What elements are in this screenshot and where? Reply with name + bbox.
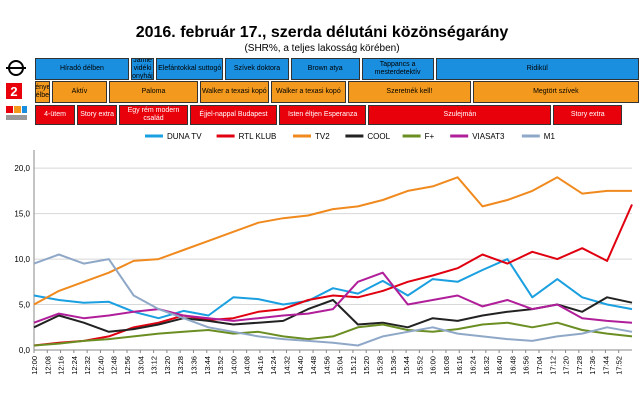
x-tick-label: 17:04	[535, 356, 544, 375]
program-block-m1: Brown atya	[290, 58, 360, 80]
program-block-m1: Jamie vidéki konyhája	[130, 58, 155, 80]
x-tick-label: 12:24	[70, 356, 79, 375]
program-block-rtl: Isten éltjen Esperanza	[279, 105, 367, 125]
legend-label: COOL	[367, 132, 390, 141]
program-block-rtl: Story extra	[77, 105, 118, 125]
x-tick-label: 15:12	[349, 356, 358, 375]
x-tick-label: 13:28	[176, 356, 185, 375]
x-tick-label: 17:36	[588, 356, 597, 375]
x-tick-label: 15:36	[389, 356, 398, 375]
x-axis: 12:00 12:08 12:16 12:24 12:32 12:40 12:48 12:56…	[30, 349, 632, 375]
y-tick-label: 15,0	[14, 210, 30, 219]
x-tick-label: 15:52	[415, 356, 424, 375]
program-block-rtl: 4-ütem	[35, 105, 76, 125]
line-chart: DUNA TV RTL KLUB TV2 COOL F+ VIASAT3 M1 0,0 5,0…	[14, 132, 633, 375]
x-tick-label: 17:52	[615, 356, 624, 375]
series-line-viasat3	[33, 271, 633, 324]
x-tick-label: 17:20	[562, 356, 571, 375]
x-tick-label: 16:40	[495, 356, 504, 375]
program-block-tv2: Walker a texasi kopó	[199, 81, 269, 103]
y-tick-label: 5,0	[19, 301, 31, 310]
legend-label: DUNA TV	[167, 132, 202, 141]
x-tick-label: 15:04	[336, 356, 345, 375]
program-block-m1: Tappancs a mesterdetektív	[361, 58, 434, 80]
series-line-m1	[33, 253, 633, 347]
chart-series	[33, 176, 633, 347]
series-line-tv2	[33, 176, 632, 306]
x-tick-label: 12:56	[123, 356, 132, 375]
x-tick-label: 13:20	[163, 356, 172, 375]
legend-label: M1	[544, 132, 556, 141]
x-tick-label: 16:24	[469, 356, 478, 375]
legend-label: F+	[425, 132, 435, 141]
x-tick-label: 17:44	[601, 356, 610, 375]
series-line-f+	[33, 321, 633, 347]
program-block-rtl: Éjjel-nappal Budapest	[189, 105, 278, 125]
x-tick-label: 17:12	[548, 356, 557, 375]
x-tick-label: 12:32	[83, 356, 92, 375]
tv2-logo: 2	[6, 83, 22, 99]
x-tick-label: 14:56	[322, 356, 331, 375]
x-tick-label: 14:40	[296, 356, 305, 375]
x-tick-label: 14:24	[269, 356, 278, 375]
m1-logo	[6, 60, 26, 76]
y-tick-label: 10,0	[14, 255, 30, 264]
program-block-tv2: Paloma	[109, 81, 198, 103]
y-tick-label: 0,0	[19, 346, 31, 355]
x-tick-label: 14:16	[256, 356, 265, 375]
y-axis: 0,0 5,0 10,0 15,0 20,0	[14, 150, 35, 355]
x-tick-label: 13:04	[136, 356, 145, 375]
legend-label: RTL KLUB	[239, 132, 277, 141]
series-line-rtl-klub	[33, 204, 633, 347]
x-tick-label: 13:44	[203, 356, 212, 375]
program-block-m1: Elefántokkal suttogó	[156, 58, 224, 80]
x-tick-label: 14:00	[229, 356, 238, 375]
x-tick-label: 12:48	[110, 356, 119, 375]
x-tick-label: 12:08	[43, 356, 52, 375]
svg-text:2: 2	[10, 84, 17, 99]
x-tick-label: 15:44	[402, 356, 411, 375]
x-tick-label: 14:32	[282, 356, 291, 375]
x-tick-label: 12:00	[30, 356, 39, 375]
x-tick-label: 15:28	[376, 356, 385, 375]
x-tick-label: 13:12	[150, 356, 159, 375]
program-block-tv2: Megtört szívek	[472, 81, 639, 103]
x-tick-label: 16:48	[508, 356, 517, 375]
y-tick-label: 20,0	[14, 164, 30, 173]
x-tick-label: 17:28	[575, 356, 584, 375]
program-block-tv2: Tények délben	[35, 81, 50, 103]
x-tick-label: 12:16	[57, 356, 66, 375]
x-tick-label: 16:32	[482, 356, 491, 375]
program-block-rtl: Szulejmán	[368, 105, 552, 125]
x-tick-label: 16:00	[429, 356, 438, 375]
program-block-tv2: Aktív	[51, 81, 108, 103]
program-block-tv2: Szeretnék kell!	[348, 81, 471, 103]
program-block-tv2: Walker a texasi kopó	[270, 81, 347, 103]
legend-label: TV2	[315, 132, 330, 141]
x-tick-label: 16:16	[455, 356, 464, 375]
program-block-m1: Híradó délben	[35, 58, 129, 80]
x-tick-label: 14:08	[243, 356, 252, 375]
chart-legend: DUNA TV RTL KLUB TV2 COOL F+ VIASAT3 M1	[145, 132, 555, 141]
rtl-klub-logo	[6, 106, 27, 120]
chart-title: 2016. február 17., szerda délutáni közön…	[135, 24, 509, 41]
chart-grid	[34, 167, 632, 351]
legend-label: VIASAT3	[472, 132, 505, 141]
x-tick-label: 13:36	[189, 356, 198, 375]
program-block-m1: Szívek doktora	[225, 58, 289, 80]
x-tick-label: 16:08	[442, 356, 451, 375]
program-block-m1: Ridikül	[435, 58, 639, 80]
program-block-rtl: Egy rém modern család	[119, 105, 188, 125]
series-line-cool	[33, 296, 633, 333]
x-tick-label: 14:48	[309, 356, 318, 375]
chart-subtitle: (SHR%, a teljes lakosság körében)	[244, 43, 400, 54]
x-tick-label: 12:40	[96, 356, 105, 375]
program-block-rtl: Story extra	[553, 105, 623, 125]
x-tick-label: 16:56	[522, 356, 531, 375]
x-tick-label: 13:52	[216, 356, 225, 375]
x-tick-label: 15:20	[362, 356, 371, 375]
